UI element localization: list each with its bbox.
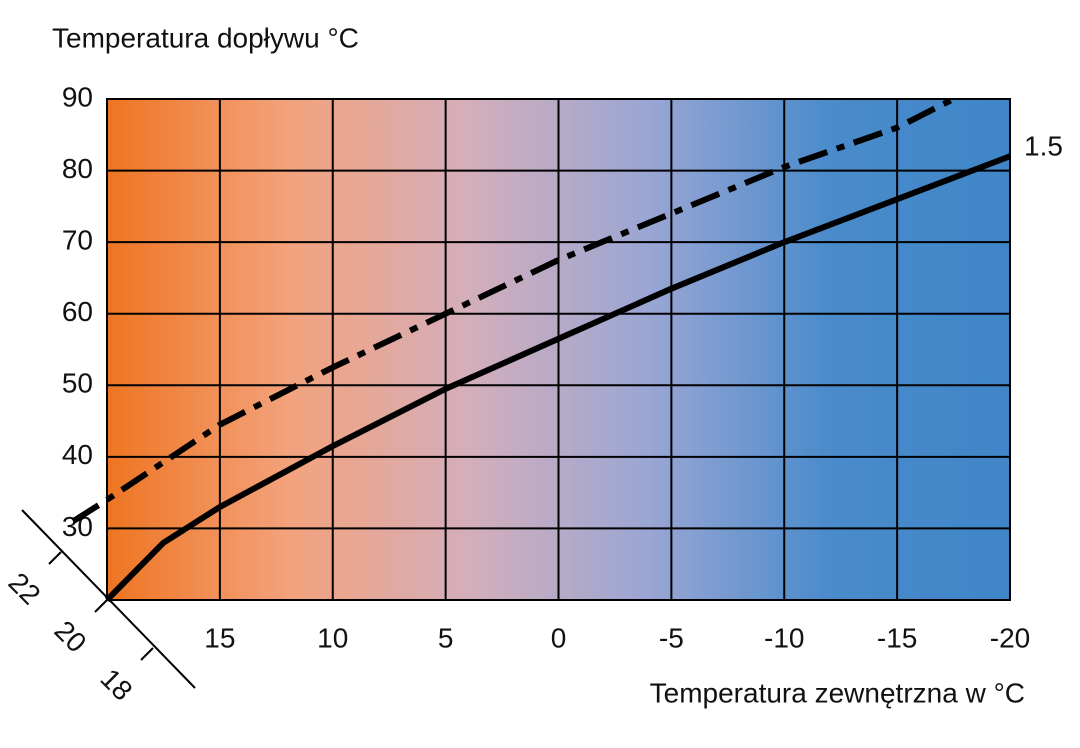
x-tick-label: 15 (204, 622, 235, 653)
series-line (71, 96, 955, 524)
y-tick-label: 40 (62, 439, 93, 470)
y-tick-label: 90 (62, 81, 93, 112)
x-tick-label: 10 (317, 622, 348, 653)
x-axis-label: Temperatura zewnętrzna w °C (650, 677, 1025, 708)
room-temp-label: 18 (95, 663, 139, 707)
y-tick-label: 80 (62, 153, 93, 184)
x-tick-label: -10 (764, 622, 804, 653)
y-tick-label: 50 (62, 368, 93, 399)
room-temp-tick (48, 551, 62, 565)
x-tick-label: -15 (877, 622, 917, 653)
room-temp-tick (94, 599, 108, 613)
x-tick-label: -5 (659, 622, 684, 653)
series-line (104, 153, 1012, 603)
y-tick-label: 60 (62, 296, 93, 327)
series-label: 1.5 (1024, 131, 1063, 162)
room-temp-tick (140, 647, 154, 661)
y-tick-label: 70 (62, 225, 93, 256)
room-temp-label: 22 (3, 567, 47, 611)
room-temp-label: 20 (49, 615, 93, 659)
x-tick-label: 5 (438, 622, 454, 653)
plot-frame (106, 98, 1011, 601)
x-tick-label: 0 (551, 622, 567, 653)
y-axis-label: Temperatura dopływu °C (52, 22, 359, 53)
x-tick-label: -20 (990, 622, 1030, 653)
